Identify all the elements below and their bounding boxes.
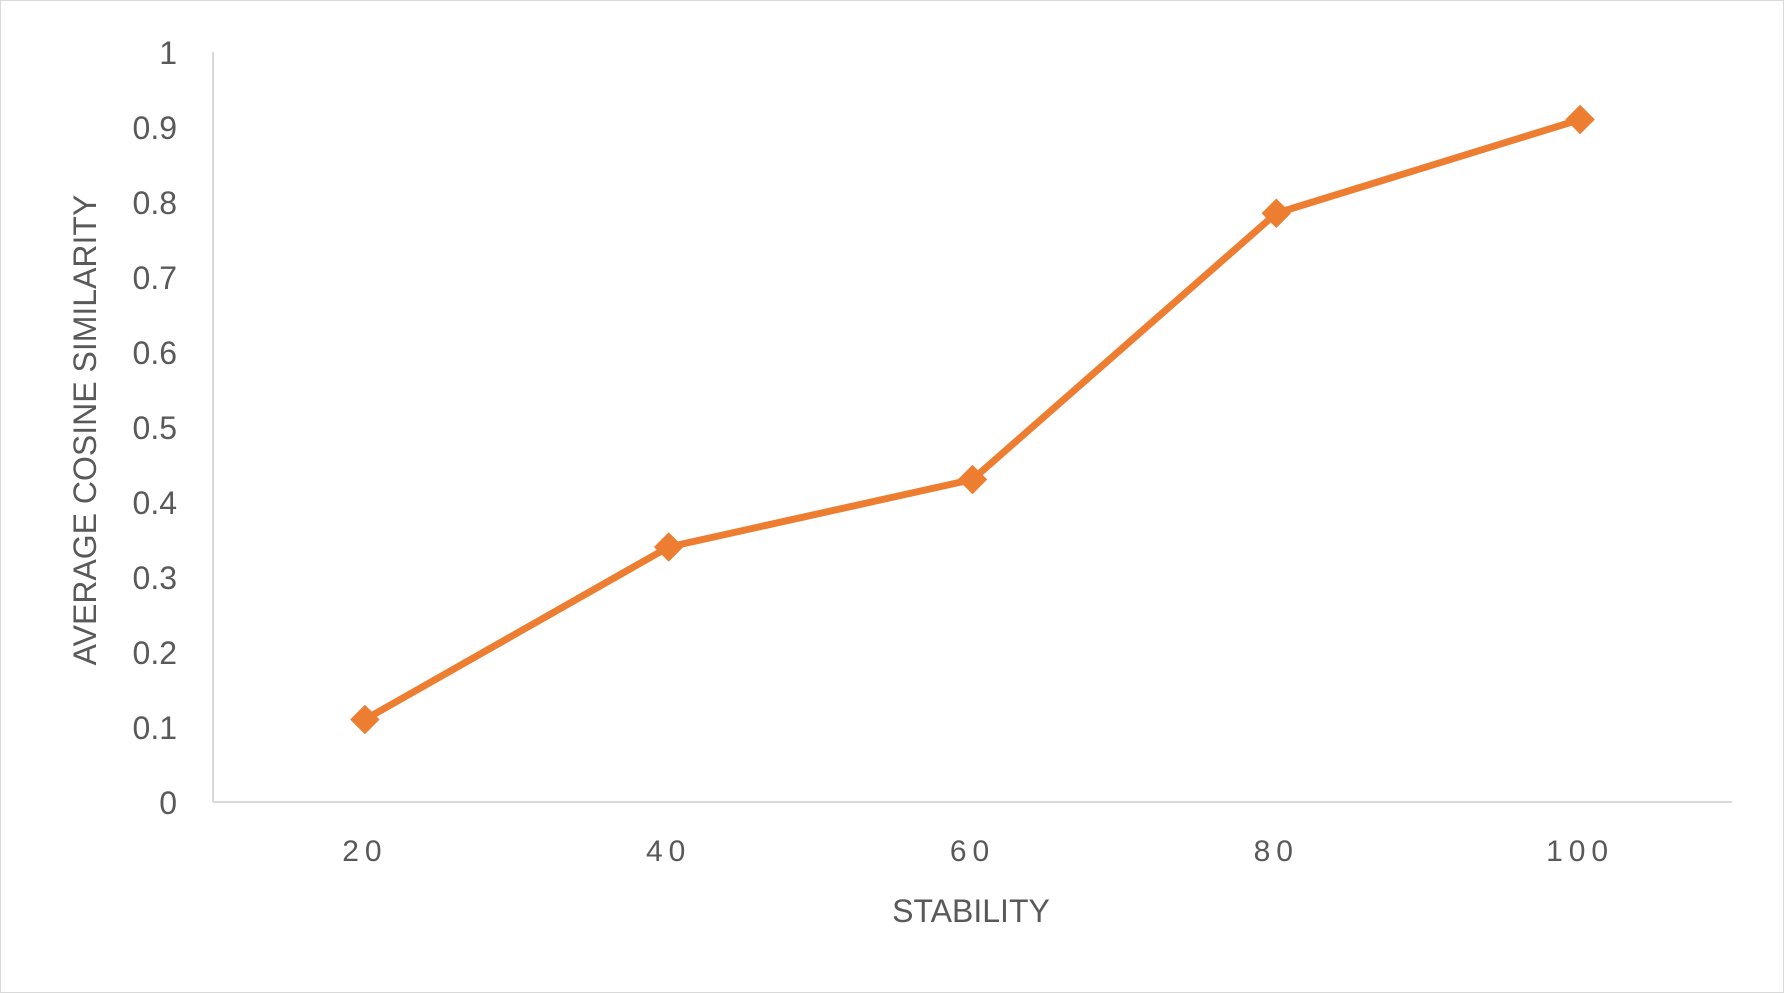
x-tick-label: 60 — [950, 835, 995, 868]
y-tick-label: 0.3 — [133, 560, 177, 596]
x-tick-label: 100 — [1546, 835, 1614, 868]
x-axis: 20 40 60 80 100 — [213, 801, 1732, 868]
series-layer — [350, 104, 1595, 735]
y-axis-title: AVERAGE COSINE SIMILARITY — [67, 195, 103, 666]
y-axis: 0 0.1 0.2 0.3 0.4 0.5 0.6 0.7 0.8 0.9 1 — [133, 35, 214, 821]
data-point-20 — [350, 704, 380, 735]
data-point-40 — [653, 532, 684, 562]
y-tick-label: 0.6 — [133, 335, 177, 371]
x-axis-title: STABILITY — [892, 893, 1050, 929]
y-tick-label: 0.9 — [133, 110, 177, 146]
y-tick-label: 0.1 — [133, 710, 177, 746]
x-tick-label: 80 — [1254, 835, 1299, 868]
y-tick-label: 0.2 — [133, 635, 177, 671]
x-tick-label: 40 — [646, 835, 691, 868]
y-tick-label: 0.8 — [133, 185, 177, 221]
data-point-60 — [957, 464, 988, 495]
y-tick-label: 1 — [159, 35, 177, 71]
data-point-80 — [1261, 198, 1292, 228]
y-tick-label: 0 — [159, 785, 177, 821]
data-point-100 — [1565, 104, 1595, 135]
y-tick-label: 0.7 — [133, 260, 177, 296]
x-tick-label: 20 — [342, 835, 387, 868]
y-tick-label: 0.4 — [133, 485, 177, 521]
y-tick-label: 0.5 — [133, 410, 177, 446]
series-line — [361, 116, 1584, 723]
